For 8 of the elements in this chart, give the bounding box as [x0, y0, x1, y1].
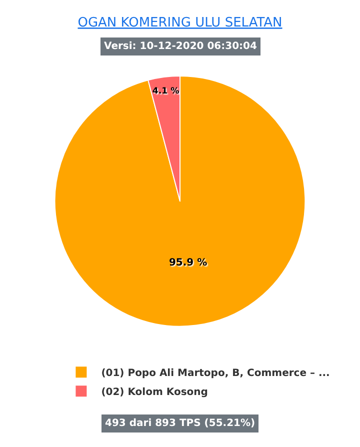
legend-label: (01) Popo Ali Martopo, B, Commerce – ...	[101, 368, 330, 379]
chart-subtitle: Versi: 10-12-2020 06:30:04	[104, 41, 257, 52]
chart-title: OGAN KOMERING ULU SELATAN	[78, 16, 282, 31]
data-label: 95.9 %	[168, 258, 208, 269]
pie-slice	[54, 75, 306, 327]
data-label: 4.1 %	[152, 86, 180, 96]
legend-label: (02) Kolom Kosong	[101, 387, 208, 398]
text: 493 dari 893 TPS (55.21%)	[105, 418, 256, 429]
